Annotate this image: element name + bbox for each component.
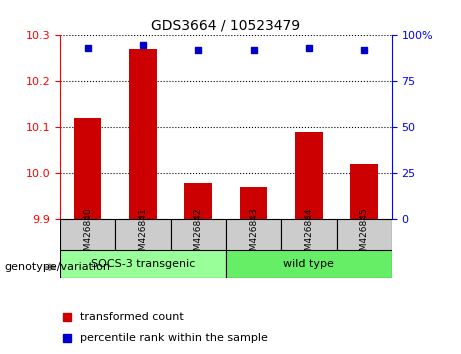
Text: wild type: wild type [284,259,334,269]
FancyBboxPatch shape [60,219,115,250]
Text: percentile rank within the sample: percentile rank within the sample [80,333,268,343]
Bar [129,49,157,219]
FancyBboxPatch shape [171,219,226,250]
Text: GSM426845: GSM426845 [360,207,369,262]
FancyBboxPatch shape [115,219,171,250]
Title: GDS3664 / 10523479: GDS3664 / 10523479 [151,19,301,33]
Text: GSM426842: GSM426842 [194,207,203,262]
Text: GSM426843: GSM426843 [249,207,258,262]
Text: genotype/variation: genotype/variation [5,262,111,272]
Bar [350,164,378,219]
Text: GSM426840: GSM426840 [83,207,92,262]
Bar [295,132,323,219]
Text: SOCS-3 transgenic: SOCS-3 transgenic [91,259,195,269]
FancyBboxPatch shape [226,219,281,250]
Bar [74,118,101,219]
FancyBboxPatch shape [281,219,337,250]
FancyBboxPatch shape [337,219,392,250]
FancyBboxPatch shape [226,250,392,278]
Bar [184,183,212,219]
Text: GSM426844: GSM426844 [304,207,313,262]
Bar [240,187,267,219]
FancyBboxPatch shape [60,250,226,278]
Text: GSM426841: GSM426841 [138,207,148,262]
Text: transformed count: transformed count [80,312,183,322]
